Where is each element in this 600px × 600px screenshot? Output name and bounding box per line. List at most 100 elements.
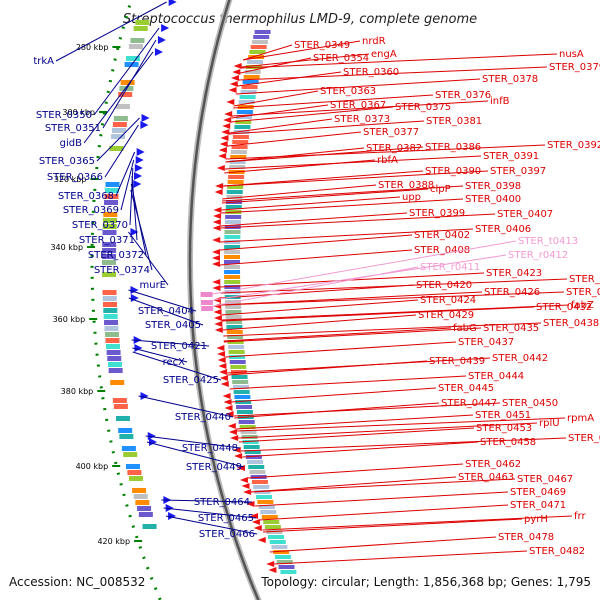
label-leader-line [242,44,293,61]
label-leader-line [222,304,570,321]
reverse-feature-block [266,530,283,534]
reverse-gene-arrow [217,351,226,357]
label-leader-line [224,159,376,174]
reverse-gene-arrow [233,63,242,69]
forward-gene-label: STER_0350 [36,110,92,121]
label-leader-line [223,327,452,342]
reverse-feature-block [227,180,244,184]
reverse-feature-block [226,320,243,324]
reverse-gene-label: STER_0427 [569,274,600,285]
reverse-gene-arrow [212,219,221,225]
label-leader-line [220,212,408,227]
reverse-gene-label: STER_0424 [420,295,476,306]
reverse-gene-label: upp [402,192,421,203]
label-leader-line [263,518,523,533]
reverse-gene-arrow [219,141,228,147]
reverse-feature-block [242,440,259,444]
forward-gene-arrow [135,156,144,164]
label-leader-line [251,478,516,493]
reverse-gene-arrow [219,369,228,375]
forward-gene-arrow [161,24,170,32]
reverse-gene-label: STER_0373 [334,114,390,125]
reverse-gene-arrow [232,69,241,75]
reverse-gene-label: STER_0407 [497,209,553,220]
forward-feature-block [118,92,133,97]
reverse-gene-label: STER_0379 [549,62,600,73]
label-leader-line [221,291,565,306]
forward-feature-block [113,116,128,121]
reverse-feature-block [236,410,253,414]
reverse-gene-arrow [231,75,240,81]
forward-gene-arrow [134,164,143,172]
label-leader-line [274,550,528,565]
reverse-feature-block [276,560,293,564]
reverse-feature-block [273,550,290,554]
reverse-gene-arrow [224,405,233,411]
forward-gene-arrow [147,432,156,440]
forward-feature-block [104,326,119,331]
reverse-gene-arrow [226,99,235,105]
reverse-feature-block [245,455,262,459]
forward-feature-block [128,44,143,49]
forward-gene-label: STER_0351 [45,123,101,134]
forward-feature-block [127,470,142,475]
label-leader-line [223,327,482,343]
label-leader-line [240,437,567,452]
reverse-gene-arrow [215,183,224,189]
reverse-gene-label: rpmA [567,413,594,424]
label-leader-line [242,40,361,61]
reverse-gene-label: STER_0467 [517,474,573,485]
reverse-gene-arrow [213,309,222,315]
reverse-gene-arrow [216,345,225,351]
reverse-feature-block [232,140,249,144]
label-leader-line [229,118,333,134]
reverse-gene-label: STER_0442 [492,353,548,364]
reverse-feature-block [230,155,247,159]
reverse-gene-arrow [230,435,239,441]
forward-gene-label: STER_0425 [163,375,219,386]
forward-gene-label: STER_0465 [198,513,254,524]
label-leader-line [231,104,329,119]
reverse-feature-block [236,115,253,119]
reverse-feature-block [239,425,256,429]
label-leader-line [102,39,157,129]
forward-gene-arrow [134,172,143,180]
reverse-feature-block [231,375,248,379]
forward-feature-block [128,476,143,481]
label-leader-line [146,441,245,468]
label-leader-line [131,339,210,347]
reverse-gene-arrow [222,123,231,129]
reverse-gene-label: STER_0444 [468,371,524,382]
label-leader-line [132,351,222,381]
label-leader-line [221,196,401,211]
reverse-gene-arrow [212,297,221,303]
forward-feature-block [102,254,117,259]
reverse-gene-label: nusA [559,49,584,60]
reverse-feature-block [224,290,241,294]
forward-gene-arrow [165,504,174,512]
reverse-feature-block [224,265,241,269]
reverse-gene-label: STER_0378 [482,74,538,85]
forward-feature-block [130,38,145,43]
forward-feature-block [102,272,117,277]
reverse-gene-arrow [222,393,231,399]
reverse-gene-label: STER_0420 [416,280,472,291]
label-leader-line [231,387,437,403]
reverse-gene-arrow [232,447,241,453]
reverse-feature-block [250,45,267,49]
reverse-feature-block [233,390,250,394]
reverse-feature-block [236,405,253,409]
forward-gene-label: STER_0440 [175,412,231,423]
reverse-gene-label: STER_0360 [343,67,399,78]
forward-feature-block [110,380,125,385]
label-leader-line [222,184,377,200]
reverse-feature-block [248,465,265,469]
reverse-gene-label: STER_0438 [543,318,599,329]
label-leader-line [220,234,413,251]
forward-feature-block [119,434,134,439]
reverse-feature-block [264,525,281,529]
reverse-gene-label: STER_0431 [566,287,600,298]
label-leader-line [212,254,507,301]
label-leader-line [131,175,138,241]
